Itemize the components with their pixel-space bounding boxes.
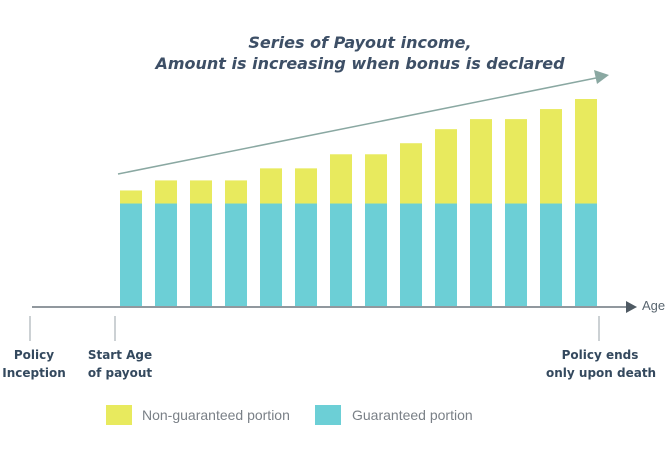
annotation-start-age: Start Age of payout [80,346,160,382]
legend-label-guaranteed: Guaranteed portion [352,407,473,423]
bar-guaranteed-7 [330,203,352,306]
bar-guaranteed-1 [120,203,142,306]
bar-non-guaranteed-9 [400,143,422,204]
bar-non-guaranteed-12 [505,119,527,204]
bar-non-guaranteed-5 [260,168,282,204]
legend-swatch-guaranteed [315,405,341,425]
x-axis-arrow-head [626,301,637,313]
bar-non-guaranteed-13 [540,109,562,204]
bar-non-guaranteed-6 [295,168,317,204]
bar-non-guaranteed-10 [435,129,457,204]
chart-subtitle: Amount is increasing when bonus is decla… [155,54,565,73]
bar-non-guaranteed-14 [575,99,597,204]
bar-guaranteed-3 [190,203,212,306]
bar-guaranteed-8 [365,203,387,306]
bar-non-guaranteed-2 [155,180,177,204]
bar-guaranteed-4 [225,203,247,306]
bars-group [120,99,597,306]
bar-guaranteed-11 [470,203,492,306]
annotation-policy-inception-text: Policy Inception [2,348,66,380]
annotation-start-age-text: Start Age of payout [87,348,153,380]
bar-guaranteed-10 [435,203,457,306]
x-axis-label: Age [642,298,666,313]
legend-swatch-non-guaranteed [106,405,132,425]
annotation-policy-ends: Policy ends only upon death [546,346,657,382]
trend-arrow-head [594,70,609,84]
annotation-policy-ends-text: Policy ends only upon death [546,348,657,380]
bar-non-guaranteed-7 [330,154,352,204]
bar-non-guaranteed-11 [470,119,492,204]
bar-guaranteed-9 [400,203,422,306]
legend-label-non-guaranteed: Non-guaranteed portion [142,407,290,423]
trend-arrow-line [117,77,597,175]
bar-guaranteed-14 [575,203,597,306]
bar-guaranteed-12 [505,203,527,306]
bar-non-guaranteed-8 [365,154,387,204]
bar-guaranteed-13 [540,203,562,306]
bar-guaranteed-2 [155,203,177,306]
bar-guaranteed-5 [260,203,282,306]
annotation-policy-inception: Policy Inception [2,346,66,382]
bar-non-guaranteed-3 [190,180,212,204]
bar-non-guaranteed-1 [120,190,142,204]
chart-title: Series of Payout income, [248,33,472,52]
bar-guaranteed-6 [295,203,317,306]
bar-non-guaranteed-4 [225,180,247,204]
